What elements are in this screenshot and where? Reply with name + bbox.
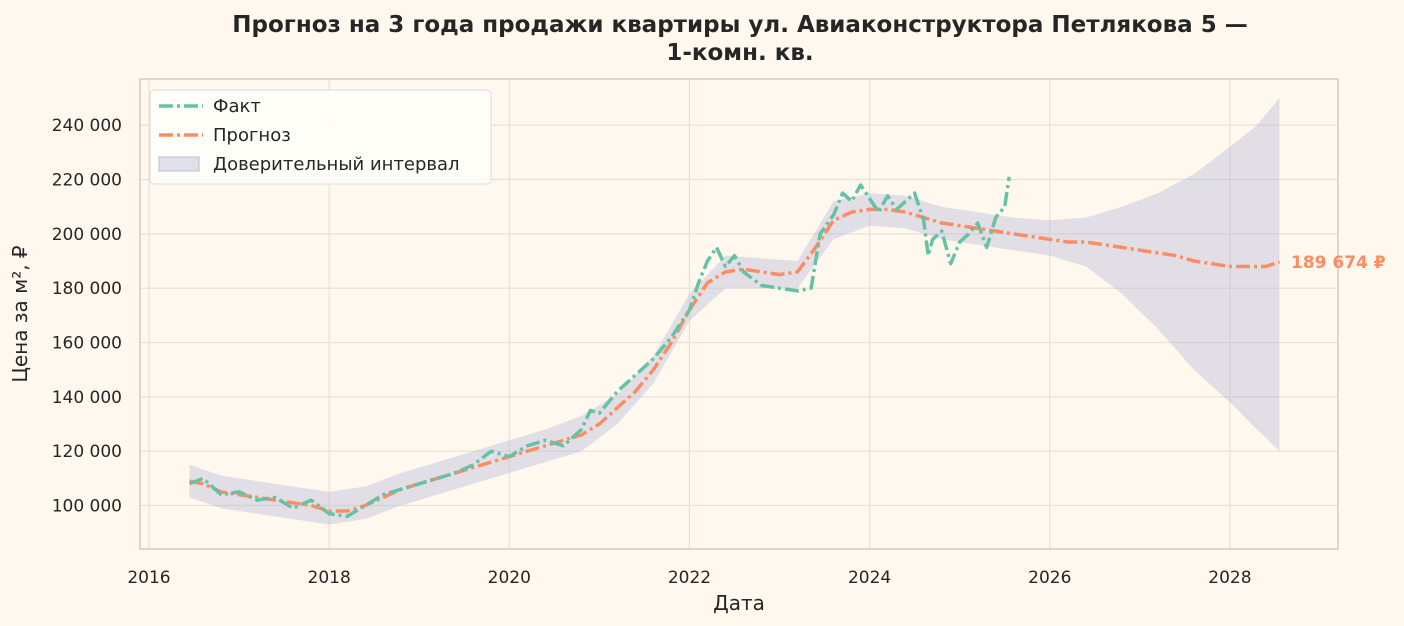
legend-interval-label: Доверительный интервал bbox=[213, 154, 460, 175]
x-tick-label-2022: 2022 bbox=[668, 568, 711, 588]
y-tick-label-5: 200 000 bbox=[52, 225, 122, 245]
y-tick-label-6: 220 000 bbox=[52, 171, 122, 191]
x-axis-label: Дата bbox=[713, 591, 765, 615]
y-axis-label: Цена за м², ₽ bbox=[8, 245, 32, 383]
fact-line-layer bbox=[188, 176, 1011, 519]
legend-box bbox=[149, 89, 492, 185]
y-tick-label-0: 100 000 bbox=[52, 497, 122, 517]
legend-interval-swatch bbox=[158, 156, 200, 172]
y-tick-label-1: 120 000 bbox=[52, 442, 122, 462]
series-line-fact bbox=[188, 176, 1011, 519]
x-tick-label-2026: 2026 bbox=[1028, 568, 1071, 588]
chart-title-line2: 1-комн. кв. bbox=[666, 40, 813, 66]
legend: Факт Прогноз Доверительный интервал bbox=[149, 89, 492, 185]
y-tick-label-3: 160 000 bbox=[52, 334, 122, 354]
plot-frame bbox=[139, 78, 1339, 550]
y-tick-label-7: 240 000 bbox=[52, 116, 122, 136]
x-axis-ticks: 2016 2018 2020 2022 2024 2026 2028 bbox=[127, 568, 1251, 588]
legend-forecast-label: Прогноз bbox=[213, 125, 291, 146]
x-tick-label-2024: 2024 bbox=[848, 568, 891, 588]
x-tick-label-2020: 2020 bbox=[488, 568, 531, 588]
chart-title-line1: Прогноз на 3 года продажи квартиры ул. А… bbox=[232, 12, 1247, 38]
x-tick-label-2028: 2028 bbox=[1208, 568, 1251, 588]
x-tick-label-2016: 2016 bbox=[127, 568, 170, 588]
y-tick-label-4: 180 000 bbox=[52, 279, 122, 299]
legend-fact-label: Факт bbox=[213, 96, 261, 117]
y-axis-ticks: 100 000 120 000 140 000 160 000 180 000 200 0… bbox=[52, 116, 122, 516]
y-tick-label-2: 140 000 bbox=[52, 388, 122, 408]
x-tick-label-2018: 2018 bbox=[308, 568, 351, 588]
forecast-end-label: 189 674 ₽ bbox=[1291, 253, 1386, 273]
